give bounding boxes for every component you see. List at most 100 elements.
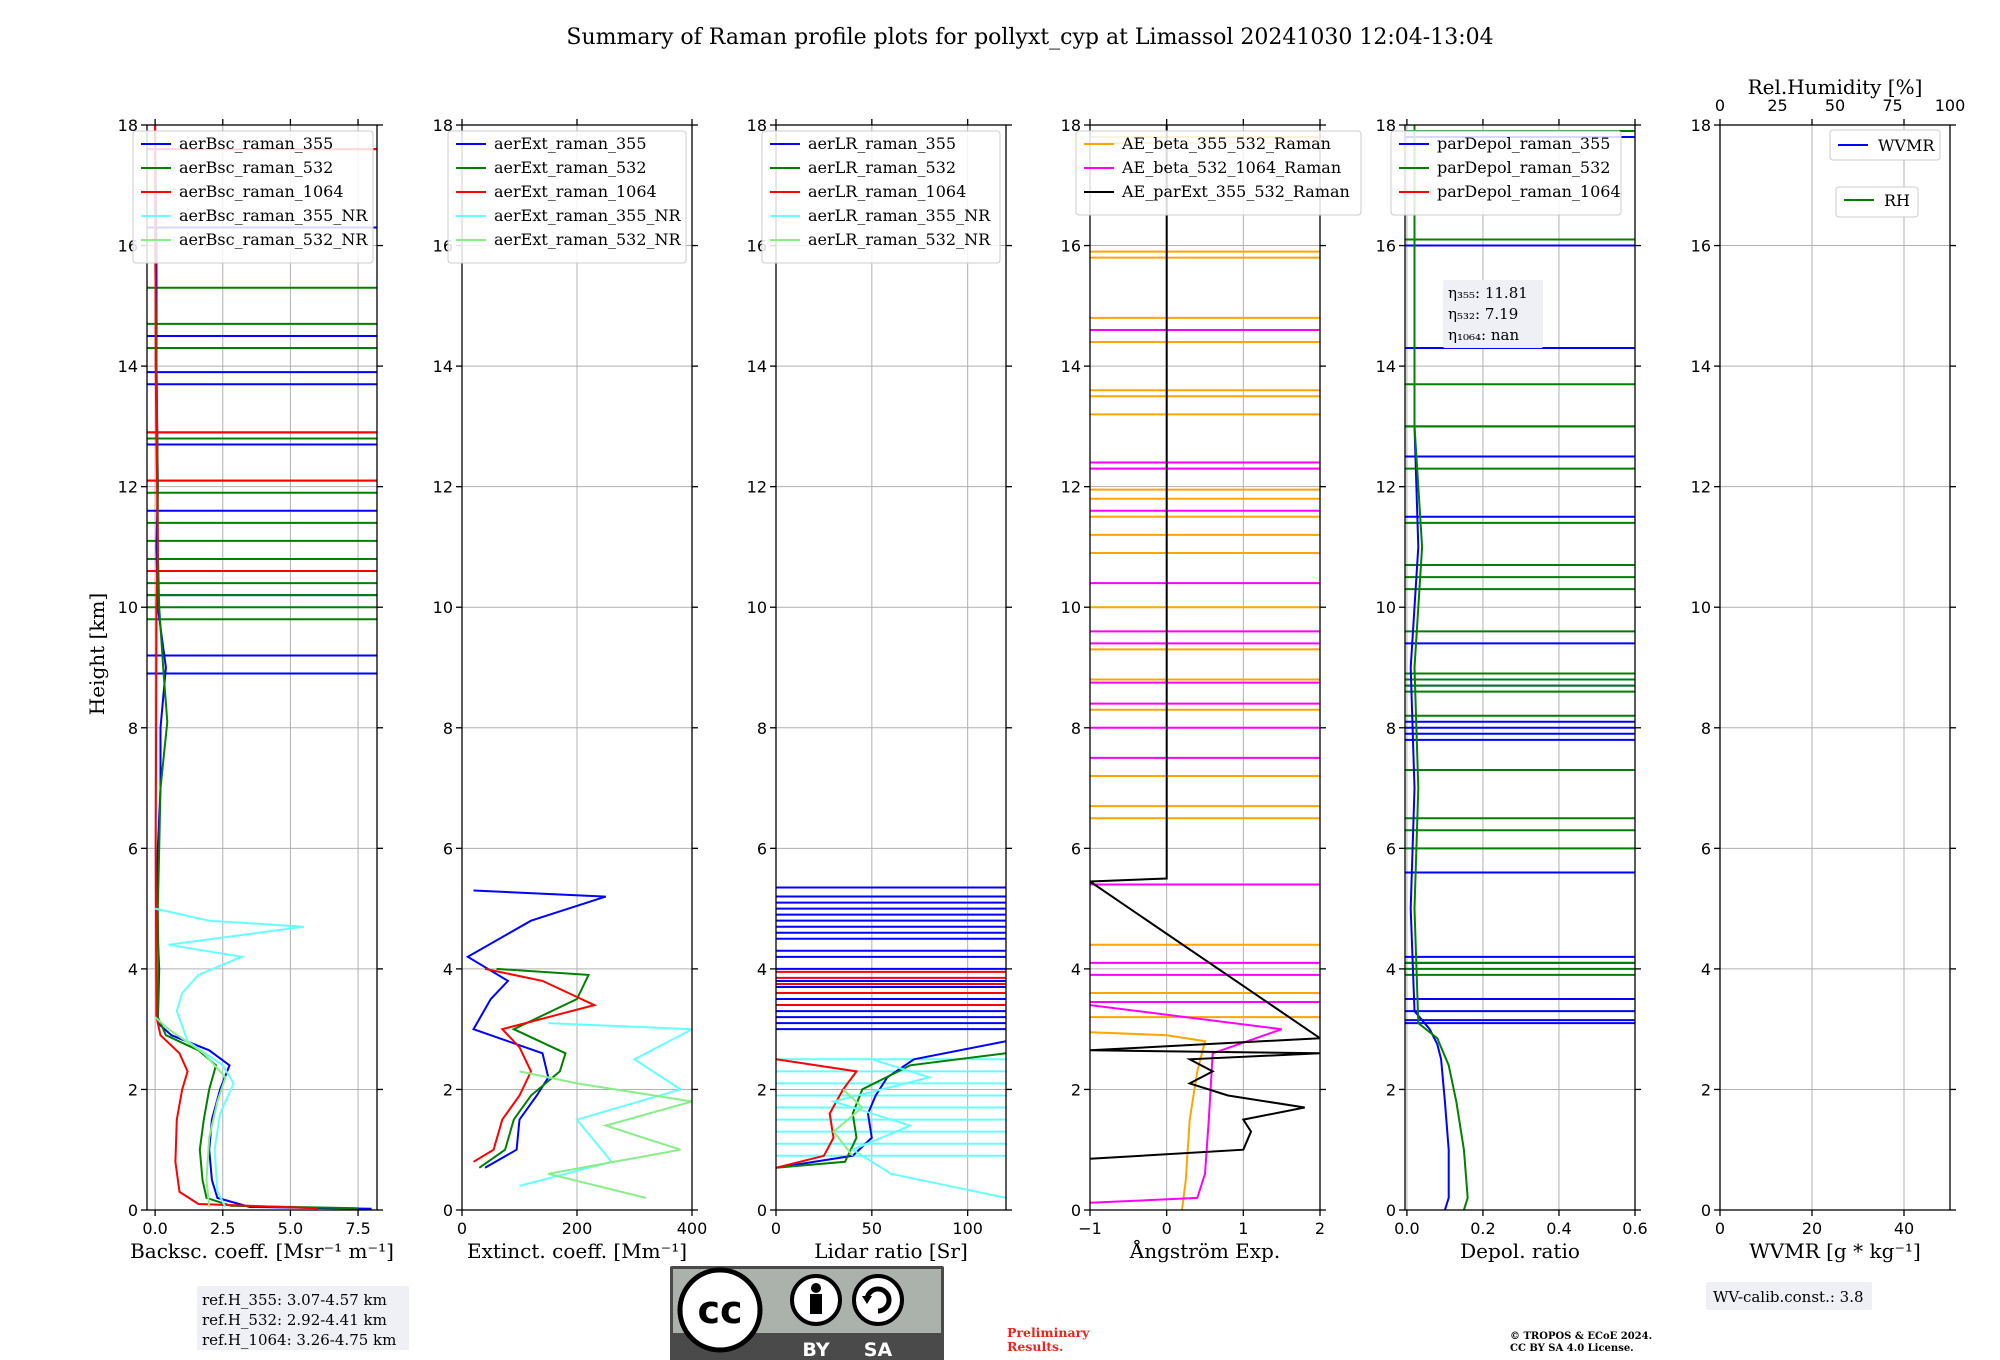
y-tick-label: 14 [1691, 357, 1711, 376]
series-aerLR_raman_532 [776, 1052, 1006, 1169]
y-tick-label: 14 [118, 357, 138, 376]
panel-frame [1719, 124, 1951, 1211]
y-tick-label: 18 [1691, 116, 1711, 135]
x-tick-label: 0.0 [1394, 1219, 1419, 1238]
y-tick-label: 6 [1071, 839, 1081, 858]
eta-box [1443, 280, 1543, 348]
series-aerLR_raman_355_NR [829, 1058, 1006, 1199]
x-tick-label: 0 [1162, 1219, 1172, 1238]
y-tick-label: 12 [1691, 478, 1711, 497]
y-tick-label: 12 [1376, 478, 1396, 497]
series-aerExt_raman_532 [478, 967, 591, 1169]
x-tick-label: 2.5 [210, 1219, 235, 1238]
y-tick-label: 8 [1386, 719, 1396, 738]
x-axis-label: WVMR [g * kg⁻¹] [1749, 1239, 1921, 1263]
x-tick-label: 7.5 [345, 1219, 370, 1238]
y-tick-label: 14 [747, 357, 767, 376]
legend-label: parDepol_raman_355 [1437, 134, 1610, 153]
series-parDepol_raman_532 [1413, 125, 1469, 1210]
legend-label: parDepol_raman_1064 [1437, 182, 1621, 201]
y-tick-label: 16 [1376, 237, 1396, 256]
y-tick-label: 6 [757, 839, 767, 858]
series-aerExt_raman_355_NR [519, 1022, 692, 1187]
y-tick-label: 4 [1386, 960, 1396, 979]
legend-label: aerBsc_raman_532 [179, 158, 333, 177]
series-aerLR_raman_532_NR [832, 1088, 864, 1157]
cc-logo-text: cc [697, 1288, 742, 1332]
y-tick-label: 0 [128, 1201, 138, 1220]
legend-label: aerBsc_raman_355 [179, 134, 333, 153]
y-axis-label: Height [km] [85, 593, 109, 715]
x-tick-label: 40 [1894, 1219, 1914, 1238]
legend-label: AE_beta_355_532_Raman [1121, 134, 1331, 153]
legend-label: aerBsc_raman_1064 [179, 182, 344, 201]
legend-label: aerBsc_raman_355_NR [179, 206, 368, 225]
series-AE_parExt_355_532_Raman [1090, 125, 1320, 1160]
x-tick-label: 0 [457, 1219, 467, 1238]
preliminary-line-2: Results. [1007, 1339, 1063, 1354]
x-tick-label: 5.0 [278, 1219, 303, 1238]
top-tick-label: 25 [1767, 96, 1787, 115]
preliminary-line-1: Preliminary [1007, 1325, 1090, 1340]
panel-depol: 0 2 4 6 8 10 12 14 16 18 0.0 0.2 0.4 0.6 Depol. ratio p… [1376, 116, 1648, 1263]
y-tick-label: 14 [433, 357, 453, 376]
x-tick-label: 0.4 [1546, 1219, 1571, 1238]
y-tick-label: 18 [1061, 116, 1081, 135]
x-axis-label: Ångström Exp. [1129, 1238, 1280, 1263]
x-tick-label: 0 [1715, 1219, 1725, 1238]
cc-logo-by: BY [802, 1339, 829, 1360]
legend-box [1390, 130, 1622, 216]
y-tick-label: 4 [443, 960, 453, 979]
panel-frame [146, 124, 378, 1211]
y-tick-label: 6 [1701, 839, 1711, 858]
y-tick-label: 18 [433, 116, 453, 135]
y-tick-label: 10 [118, 598, 138, 617]
cc-license-logo: cc BY SA [670, 1266, 944, 1360]
series-aerExt_raman_532_NR [519, 1070, 692, 1199]
cc-logo-sa: SA [864, 1339, 893, 1360]
legend-label: aerLR_raman_355 [808, 134, 956, 153]
y-tick-label: 4 [1071, 960, 1081, 979]
y-tick-label: 6 [128, 839, 138, 858]
y-tick-label: 0 [1701, 1201, 1711, 1220]
legend-label: AE_beta_532_1064_Raman [1121, 158, 1341, 177]
series-aerBsc_raman_532_NR [154, 1016, 227, 1208]
figure-title: Summary of Raman profile plots for polly… [566, 25, 1493, 50]
y-tick-label: 12 [118, 478, 138, 497]
ref-height-text: ref.H_355: 3.07-4.57 km [202, 1291, 387, 1309]
top-tick-label: 0 [1715, 96, 1725, 115]
ref-height-box [197, 1286, 409, 1350]
panel-frame [1089, 124, 1321, 1211]
legend-label: WVMR [1878, 136, 1935, 155]
eta-text: η₁₀₆₄: nan [1448, 326, 1519, 344]
top-tick-label: 75 [1882, 96, 1902, 115]
panel-data [1090, 125, 1320, 1210]
wv-calib-text: WV-calib.const.: 3.8 [1713, 1288, 1864, 1306]
y-tick-label: 10 [747, 598, 767, 617]
y-tick-label: 2 [128, 1080, 138, 1099]
y-tick-label: 8 [128, 719, 138, 738]
legend-label: aerLR_raman_355_NR [808, 206, 991, 225]
panel-frame [775, 124, 1007, 1211]
legend-label: aerExt_raman_1064 [494, 182, 657, 201]
legend-label: aerLR_raman_532 [808, 158, 956, 177]
y-tick-label: 12 [1061, 478, 1081, 497]
y-tick-label: 4 [128, 960, 138, 979]
y-tick-label: 18 [747, 116, 767, 135]
y-tick-label: 10 [1691, 598, 1711, 617]
y-tick-label: 4 [757, 960, 767, 979]
x-tick-label: 200 [562, 1219, 593, 1238]
eta-text: η₃₅₅: 11.81 [1448, 284, 1528, 302]
x-tick-label: 1 [1238, 1219, 1248, 1238]
legend-label: aerLR_raman_532_NR [808, 230, 991, 249]
y-tick-label: 0 [757, 1201, 767, 1220]
y-tick-label: 8 [443, 719, 453, 738]
copyright-line-2: CC BY SA 4.0 License. [1510, 1343, 1634, 1354]
x-tick-label: 0.0 [142, 1219, 167, 1238]
panel-data [776, 886, 1006, 1199]
y-tick-label: 2 [1701, 1080, 1711, 1099]
